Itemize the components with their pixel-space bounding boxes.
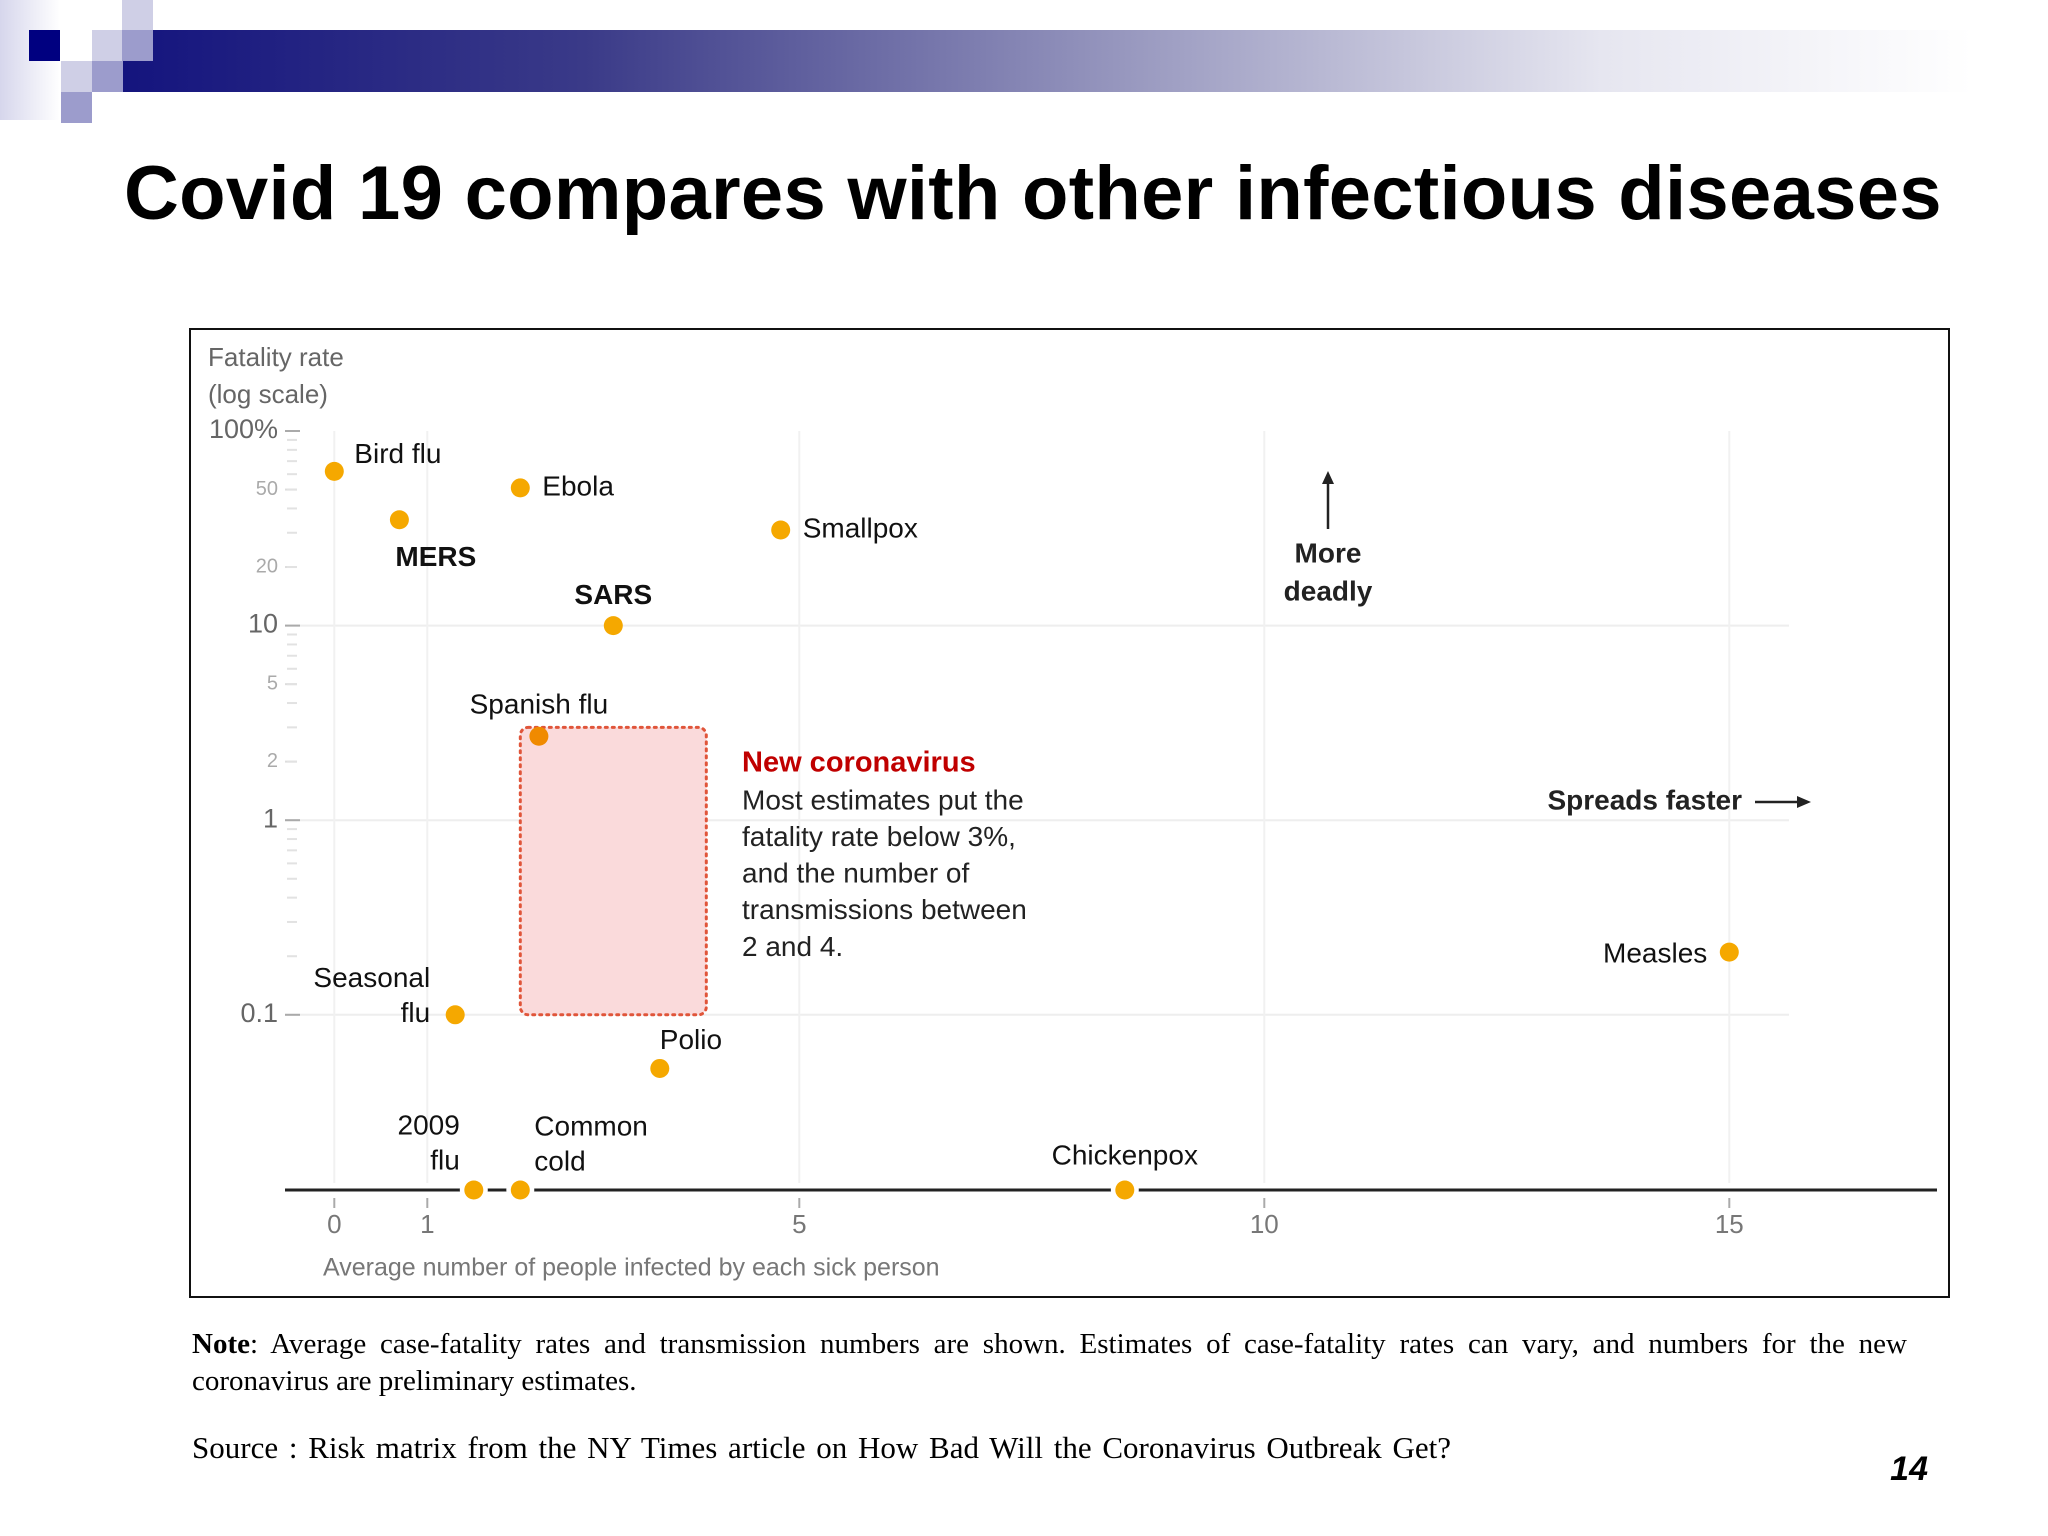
spreads-faster-label: Spreads faster <box>1547 784 1742 815</box>
data-point-spanish-flu: Spanish flu <box>470 689 609 746</box>
point-marker <box>603 616 623 636</box>
point-label: 2009 <box>398 1109 460 1140</box>
point-label: Measles <box>1603 937 1707 968</box>
chart-border <box>189 328 1950 1298</box>
spreads-faster-annotation: Spreads faster <box>1547 784 1811 815</box>
more-deadly-label: deadly <box>1284 575 1373 606</box>
data-point-seasonal-flu: Seasonal flu <box>313 962 465 1028</box>
data-point-polio: Polio <box>650 1024 722 1078</box>
y-tick-label: 1 <box>263 803 278 833</box>
slide-title: Covid 19 compares with other infectious … <box>124 151 1942 236</box>
header-square-decoration <box>29 30 60 61</box>
point-label: flu <box>401 997 431 1028</box>
y-tick-label: 100% <box>209 414 278 444</box>
point-marker <box>529 726 549 746</box>
covid-annotation-line: 2 and 4. <box>742 931 843 962</box>
right-arrow-icon <box>1797 796 1811 808</box>
more-deadly-annotation: More deadly <box>1284 471 1373 606</box>
y-tick-label: 10 <box>248 609 278 639</box>
point-marker <box>510 1180 530 1200</box>
covid-annotation-title: New coronavirus <box>742 747 976 779</box>
note-label: Note <box>192 1328 250 1360</box>
header-square-decoration <box>61 92 92 123</box>
note-text: : Average case-fatality rates and transm… <box>192 1328 1907 1397</box>
data-points: Bird flu MERS Ebola Smallpox SARS Spanish flu… <box>313 438 1739 1204</box>
page-number: 14 <box>1890 1450 1928 1488</box>
point-label: cold <box>534 1145 585 1176</box>
y-axis: Fatality rate (log scale) 100% 50 20 10 5 2 1 0… <box>208 342 344 1028</box>
covid-estimate-box <box>518 725 708 1017</box>
point-label: Ebola <box>542 470 614 501</box>
x-tick-label: 0 <box>327 1209 341 1239</box>
point-marker <box>771 520 791 540</box>
data-point-2009-flu: 2009 flu <box>398 1109 488 1204</box>
point-label: Spanish flu <box>470 689 609 720</box>
header-square-decoration <box>92 61 123 92</box>
header-square-decoration <box>122 30 153 61</box>
x-axis-label: Average number of people infected by eac… <box>323 1254 940 1282</box>
chart-note: Note: Average case-fatality rates and tr… <box>192 1326 1907 1400</box>
x-axis: Average number of people infected by eac… <box>285 1188 1937 1282</box>
point-label: Seasonal <box>313 962 430 993</box>
y-tick-label: 50 <box>256 478 278 500</box>
header-square-decoration <box>61 61 92 92</box>
x-tick-label: 15 <box>1715 1209 1744 1239</box>
data-point-common-cold: Common cold <box>506 1110 648 1204</box>
header-square-decoration <box>122 0 153 31</box>
y-tick-label: 2 <box>267 750 278 772</box>
point-marker <box>324 461 344 481</box>
covid-annotation-line: transmissions between <box>742 894 1027 925</box>
point-label: Polio <box>660 1024 722 1055</box>
y-tick-label: 5 <box>267 672 278 694</box>
point-marker <box>510 478 530 498</box>
more-deadly-label: More <box>1295 537 1362 568</box>
x-tick-label: 1 <box>420 1209 434 1239</box>
covid-region <box>518 725 708 1017</box>
y-tick-label: 20 <box>256 555 278 577</box>
data-point-chickenpox: Chickenpox <box>1052 1139 1198 1204</box>
point-label: Bird flu <box>354 438 441 469</box>
point-label: MERS <box>395 541 476 572</box>
covid-annotation-line: fatality rate below 3%, <box>742 821 1016 852</box>
data-point-mers: MERS <box>389 510 476 572</box>
point-marker <box>464 1180 484 1200</box>
covid-annotation-line: Most estimates put the <box>742 784 1024 815</box>
point-marker <box>1115 1180 1135 1200</box>
data-point-ebola: Ebola <box>510 470 614 501</box>
point-marker <box>389 510 409 530</box>
scatter-chart: Fatality rate (log scale) 100%5020105210… <box>189 328 1950 1298</box>
up-arrow-icon <box>1322 471 1334 484</box>
point-marker <box>1719 942 1739 962</box>
point-label: SARS <box>574 579 652 610</box>
header-gradient-bar <box>122 30 1972 92</box>
y-axis-label-line: (log scale) <box>208 379 328 409</box>
y-axis-label-line: Fatality rate <box>208 342 344 372</box>
point-label: Smallpox <box>803 512 918 543</box>
data-point-sars: SARS <box>574 579 652 636</box>
x-tick-label: 5 <box>792 1209 806 1239</box>
point-label: Chickenpox <box>1052 1139 1198 1170</box>
point-marker <box>445 1005 465 1025</box>
point-label: Common <box>534 1110 648 1141</box>
point-marker <box>650 1058 670 1078</box>
y-tick-label: 0.1 <box>240 998 278 1028</box>
point-label: flu <box>430 1144 460 1175</box>
data-point-bird-flu: Bird flu <box>324 438 441 481</box>
data-point-measles: Measles <box>1603 937 1739 968</box>
data-point-smallpox: Smallpox <box>771 512 918 543</box>
covid-annotation-line: and the number of <box>742 858 969 889</box>
x-tick-label: 10 <box>1250 1209 1279 1239</box>
header-square-decoration <box>92 30 123 61</box>
source-citation: Source : Risk matrix from the NY Times a… <box>192 1430 1451 1465</box>
covid-annotation: New coronavirus Most estimates put the fa… <box>742 747 1027 962</box>
